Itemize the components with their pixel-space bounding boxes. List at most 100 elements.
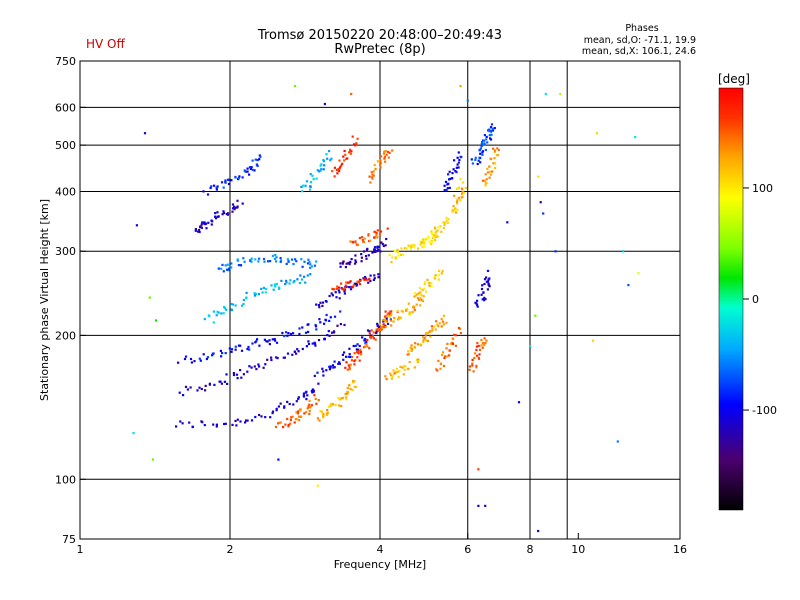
- data-point: [468, 365, 471, 368]
- data-point: [268, 339, 271, 342]
- data-point: [399, 316, 402, 319]
- data-point: [496, 153, 499, 157]
- data-point: [219, 349, 222, 352]
- data-point: [383, 150, 386, 153]
- data-point: [358, 279, 361, 282]
- data-point: [436, 323, 439, 326]
- data-point: [231, 423, 234, 426]
- data-point: [459, 199, 462, 202]
- data-point: [303, 412, 306, 415]
- data-point: [435, 320, 438, 323]
- data-point: [311, 174, 314, 177]
- data-point: [376, 229, 379, 232]
- data-point: [310, 404, 313, 407]
- data-point: [477, 344, 480, 347]
- data-point: [343, 290, 346, 293]
- data-point: [194, 228, 197, 231]
- data-point: [361, 236, 364, 239]
- data-point: [438, 269, 441, 273]
- data-point: [222, 210, 225, 213]
- data-point: [366, 247, 369, 250]
- data-point: [407, 350, 410, 353]
- data-point: [305, 180, 309, 183]
- data-point: [485, 135, 488, 138]
- data-point: [475, 345, 478, 348]
- data-point: [295, 400, 298, 403]
- data-point: [348, 347, 351, 350]
- data-point: [298, 415, 301, 418]
- data-point: [361, 336, 364, 339]
- data-point: [266, 340, 269, 343]
- data-point: [421, 299, 425, 302]
- data-point: [489, 137, 492, 140]
- data-point: [423, 241, 426, 244]
- data-point: [353, 363, 356, 366]
- data-point: [326, 334, 329, 337]
- data-point: [323, 102, 326, 106]
- data-point: [276, 357, 279, 360]
- data-point: [351, 135, 354, 138]
- data-point: [292, 281, 295, 284]
- data-point: [317, 304, 321, 307]
- data-point: [242, 257, 245, 260]
- data-point: [384, 310, 387, 313]
- data-point: [493, 157, 496, 160]
- data-point: [393, 316, 396, 319]
- data-point: [298, 281, 301, 285]
- data-point: [348, 286, 351, 289]
- data-point: [277, 422, 280, 425]
- data-point: [482, 179, 485, 182]
- data-point: [308, 260, 311, 263]
- data-point: [292, 263, 295, 266]
- data-point: [447, 218, 450, 221]
- data-point: [357, 350, 360, 353]
- data-point: [440, 362, 443, 365]
- data-point: [330, 292, 333, 295]
- y-tick-label: 400: [55, 185, 76, 198]
- data-point: [483, 179, 486, 183]
- data-point: [254, 292, 257, 295]
- data-point: [291, 353, 294, 356]
- data-point: [364, 345, 367, 348]
- data-point: [151, 458, 154, 461]
- data-point: [476, 299, 479, 302]
- colorbar: [718, 87, 744, 511]
- data-point: [313, 342, 317, 345]
- data-point: [296, 412, 299, 415]
- x-tick-label: 6: [464, 543, 471, 556]
- data-point: [428, 281, 431, 285]
- data-point: [264, 291, 267, 294]
- data-point: [253, 292, 256, 295]
- data-point: [349, 240, 352, 243]
- data-point: [217, 215, 220, 218]
- data-point: [471, 162, 474, 165]
- data-point: [406, 353, 409, 356]
- data-point: [419, 304, 422, 307]
- data-point: [221, 263, 224, 266]
- data-point: [387, 322, 390, 325]
- chart-title: Tromsø 20150220 20:48:00–20:49:43: [257, 28, 502, 43]
- data-point: [338, 159, 341, 162]
- data-point: [381, 243, 384, 246]
- data-point: [209, 186, 212, 190]
- data-point: [307, 330, 310, 333]
- data-point: [433, 234, 436, 237]
- data-point: [334, 403, 337, 407]
- data-point: [224, 422, 227, 425]
- data-point: [422, 295, 425, 298]
- data-point: [373, 246, 377, 249]
- data-point: [345, 398, 348, 401]
- data-point: [315, 402, 318, 405]
- data-point: [333, 175, 336, 178]
- data-point: [279, 257, 282, 260]
- data-point: [304, 281, 307, 284]
- y-tick-label: 75: [62, 533, 76, 546]
- data-point: [336, 287, 339, 290]
- data-point: [202, 353, 205, 356]
- data-point: [423, 238, 426, 241]
- data-point: [181, 422, 184, 425]
- data-point: [457, 161, 460, 164]
- data-point: [470, 158, 473, 161]
- data-point: [448, 354, 451, 357]
- data-point: [477, 468, 480, 471]
